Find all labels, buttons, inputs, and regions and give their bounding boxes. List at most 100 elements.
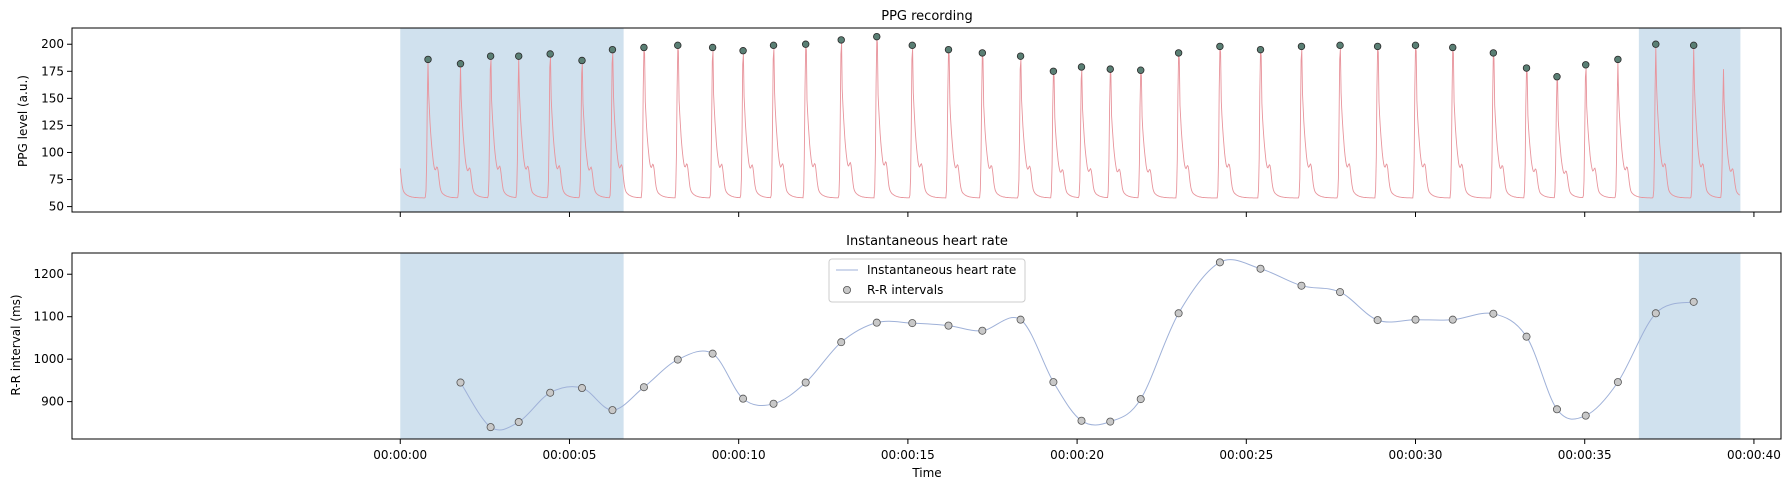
ppg-peak-point (456, 60, 465, 68)
ppg-plot-area (399, 32, 1740, 199)
ppg-peak-point (546, 50, 554, 58)
rr-interval-point (1489, 309, 1498, 318)
hr-title: Instantaneous heart rate (846, 234, 1008, 249)
ppg-peak-point (1373, 42, 1382, 51)
rr-interval-point (944, 321, 953, 330)
rr-interval-point (546, 388, 555, 397)
rr-interval-point (872, 318, 881, 327)
ppg-peak-point (908, 41, 916, 50)
ppg-y-axis-label: PPG level (a.u.) (16, 75, 30, 167)
shaded-region-0 (400, 28, 624, 212)
ppg-peak-point (1449, 43, 1457, 52)
rr-interval-point (1448, 315, 1457, 324)
rr-interval-point (673, 355, 682, 364)
rr-interval-point (1256, 264, 1265, 273)
ppg-peak-point (837, 36, 845, 44)
rr-interval-point (1689, 297, 1698, 306)
rr-interval-point (769, 399, 778, 408)
ppg-peak-point (1336, 41, 1344, 50)
legend: Instantaneous heart rate R-R intervals (828, 258, 1026, 303)
rr-interval-point (456, 378, 465, 387)
ppg-peak-point (1106, 65, 1114, 73)
ppg-peak-point (944, 45, 953, 54)
ppg-peak-point (1216, 42, 1224, 51)
x-tick-label: 00:00:20 (1050, 448, 1104, 462)
rr-interval-point (1136, 395, 1145, 404)
ppg-peak-point (801, 40, 810, 48)
ppg-title: PPG recording (881, 9, 973, 24)
rr-interval-point (739, 394, 748, 403)
ppg-y-ticks: 50 75 100 125 150 175 200 (41, 37, 72, 214)
x-tick-label: 00:00:10 (712, 448, 766, 462)
rr-interval-point (801, 378, 810, 387)
legend-marker-swatch (843, 285, 852, 294)
rr-interval-point (1297, 281, 1306, 290)
rr-interval-point (1522, 332, 1531, 341)
rr-interval-point (1552, 405, 1561, 414)
ppg-axes-frame (71, 27, 1782, 213)
ppg-peak-point (873, 32, 881, 41)
ppg-peak-point (708, 43, 717, 52)
rr-interval-point (1336, 288, 1345, 297)
ppg-peak-point (1297, 42, 1306, 51)
ppg-peak-markers (424, 32, 1698, 81)
ppg-peak-point (1689, 41, 1698, 50)
ppg-peak-point (1174, 49, 1183, 57)
ppg-x-ticks (399, 212, 1755, 217)
rr-interval-point (1613, 378, 1622, 387)
ppg-peak-point (1582, 61, 1590, 69)
ppg-peak-point (486, 52, 495, 60)
legend-box (828, 258, 1026, 303)
hr-y-ticks: 900 1000 1100 1200 (33, 267, 72, 409)
legend-label-hr: Instantaneous heart rate (867, 263, 1016, 277)
ppg-peak-point (515, 52, 523, 60)
ppg-peak-point (424, 55, 432, 64)
ppg-shaded-regions (400, 28, 1741, 212)
ppg-panel: PPG recording 50 75 100 125 150 175 200 PPG le… (16, 9, 1782, 217)
ppg-peak-point (1553, 73, 1561, 81)
rr-interval-point (514, 418, 523, 427)
ppg-peak-point (1522, 64, 1531, 72)
y-tick-label: 1100 (33, 310, 64, 324)
x-tick-label: 00:00:40 (1727, 448, 1781, 462)
rr-interval-point (1215, 258, 1224, 267)
rr-interval-point (1373, 316, 1382, 325)
rr-interval-point (486, 423, 495, 432)
rr-interval-point (639, 383, 648, 392)
x-tick-label: 00:00:35 (1558, 448, 1612, 462)
ppg-peak-point (1256, 45, 1265, 54)
x-tick-label: 00:00:30 (1389, 448, 1443, 462)
hr-panel: Instantaneous heart rate 900 1000 1100 1200… (9, 234, 1782, 480)
ppg-peak-point (578, 56, 586, 65)
y-tick-label: 175 (41, 64, 64, 78)
ppg-peak-point (1411, 41, 1420, 50)
ppg-peak-point (1049, 67, 1058, 75)
rr-interval-point (608, 406, 617, 415)
rr-interval-point (1049, 378, 1058, 387)
rr-interval-point (1077, 416, 1086, 425)
shaded-region-0 (400, 253, 624, 439)
ppg-peak-point (978, 49, 987, 57)
legend-label-rr: R-R intervals (867, 283, 943, 297)
ppg-peak-point (1016, 52, 1025, 60)
rr-interval-point (577, 384, 586, 393)
hr-shaded-regions (400, 253, 1741, 439)
y-tick-label: 50 (49, 200, 64, 214)
hr-instantaneous-line (460, 259, 1694, 431)
x-axis-label: Time (911, 466, 941, 480)
x-tick-label: 00:00:05 (543, 448, 597, 462)
ppg-peak-point (1137, 66, 1145, 74)
rr-interval-point (978, 326, 987, 335)
rr-interval-point (1651, 309, 1660, 318)
y-tick-label: 125 (41, 118, 64, 132)
y-tick-label: 1000 (33, 352, 64, 366)
y-tick-label: 150 (41, 91, 64, 105)
ppg-peak-point (1077, 63, 1086, 71)
rr-interval-point (1016, 315, 1025, 324)
rr-interval-point (708, 349, 717, 358)
ppg-waveform-line (399, 38, 1740, 199)
x-tick-label: 00:00:25 (1219, 448, 1273, 462)
y-tick-label: 1200 (33, 267, 64, 281)
x-tick-label: 00:00:00 (373, 448, 427, 462)
